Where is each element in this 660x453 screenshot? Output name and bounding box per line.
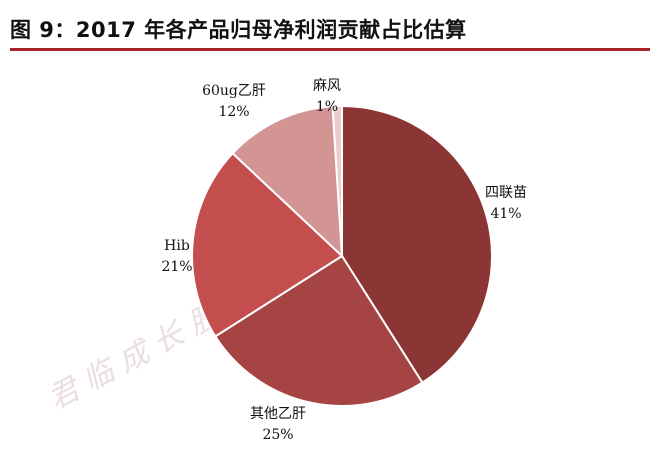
page-title: 图 9：2017 年各产品归母净利润贡献占比估算 (10, 18, 467, 42)
slice-percent-label: 41% (490, 206, 521, 222)
pie-slice (213, 254, 424, 407)
pie-slice (331, 104, 343, 257)
pie-slice (191, 151, 344, 338)
slice-label: 60ug乙肝 (202, 83, 266, 99)
slice-percent-label: 1% (316, 99, 338, 115)
pie-slice (231, 105, 344, 259)
slice-label: Hib (164, 238, 190, 254)
slice-label: 麻风 (313, 78, 341, 94)
slice-percent-label: 21% (161, 259, 192, 275)
slice-percent-label: 25% (262, 427, 293, 443)
slice-label: 其他乙肝 (250, 406, 306, 422)
slice-percent-label: 12% (218, 104, 249, 120)
title-underline (10, 48, 650, 51)
slice-label: 四联苗 (485, 185, 527, 201)
